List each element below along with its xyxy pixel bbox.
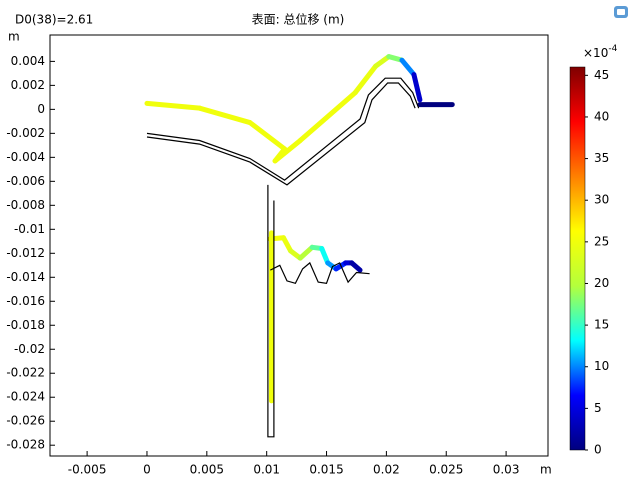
y-unit: m <box>8 30 20 44</box>
y-tick-label: -0.022 <box>6 366 45 380</box>
deformed-segment <box>144 100 203 111</box>
colorbar <box>569 66 586 451</box>
x-tick-label: 0.01 <box>253 463 280 477</box>
logo <box>614 6 628 18</box>
deformed-segment <box>272 138 303 164</box>
x-tick-label: 0 <box>143 463 151 477</box>
deformed-segment <box>297 90 358 144</box>
geometry-outline <box>267 184 275 438</box>
y-tick-label: -0.008 <box>6 198 45 212</box>
y-tick-label: -0.028 <box>6 438 45 452</box>
deformed-segment <box>399 57 417 78</box>
deformed-segment <box>280 235 294 254</box>
plot-frame <box>49 34 549 457</box>
y-tick-label: 0 <box>37 102 45 116</box>
x-unit: m <box>540 463 552 477</box>
colorbar-tick-label: 5 <box>594 401 602 415</box>
y-tick-label: -0.004 <box>6 150 45 164</box>
deformed-segment <box>297 244 315 261</box>
y-tick-label: -0.026 <box>6 414 45 428</box>
x-tick-label: 0.02 <box>373 463 400 477</box>
colorbar-tick-label: 35 <box>594 151 609 165</box>
chart-title: 表面: 总位移 (m) <box>252 12 345 27</box>
colorbar-label: ×10-4 <box>583 44 618 60</box>
deformed-segment <box>373 54 392 69</box>
colorbar-tick-label: 30 <box>594 193 609 207</box>
y-tick-label: 0.004 <box>11 54 45 68</box>
y-tick-label: -0.014 <box>6 270 45 284</box>
deformed-segment <box>349 260 363 273</box>
x-tick-label: 0.005 <box>190 463 224 477</box>
deformed-segment <box>352 63 379 96</box>
y-tick-label: -0.006 <box>6 174 45 188</box>
colorbar-tick-label: 10 <box>594 359 609 373</box>
subtitle: D0(38)=2.61 <box>15 13 93 27</box>
y-tick-label: -0.018 <box>6 318 45 332</box>
x-tick-label: -0.005 <box>68 463 107 477</box>
y-tick-label: -0.02 <box>14 342 45 356</box>
y-tick-label: -0.012 <box>6 246 45 260</box>
geometry-outline <box>146 77 420 181</box>
y-tick-label: 0.002 <box>11 78 45 92</box>
x-tick-label: 0.025 <box>429 463 463 477</box>
colorbar-tick-label: 15 <box>594 318 609 332</box>
y-tick-label: -0.01 <box>14 222 45 236</box>
y-tick-label: -0.016 <box>6 294 45 308</box>
colorbar-tick-label: 20 <box>594 276 609 290</box>
deformed-segment <box>197 105 253 126</box>
geometry-outline <box>270 261 370 285</box>
deformed-segment <box>247 120 288 152</box>
colorbar-tick-label: 0 <box>594 443 602 457</box>
y-tick-label: -0.024 <box>6 390 45 404</box>
geometry-outline <box>146 82 416 186</box>
y-tick-label: -0.002 <box>6 126 45 140</box>
deformed-segment <box>319 245 331 266</box>
colorbar-tick-label: 25 <box>594 234 609 248</box>
colorbar-tick-label: 40 <box>594 109 609 123</box>
x-tick-label: 0.015 <box>309 463 343 477</box>
deformed-segment <box>411 72 423 103</box>
x-tick-label: 0.03 <box>493 463 520 477</box>
colorbar-tick-label: 45 <box>594 68 609 82</box>
